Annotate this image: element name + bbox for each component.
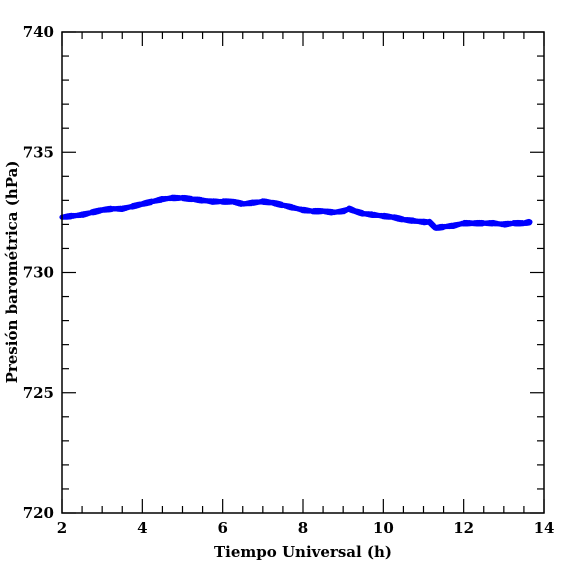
axis-ticks (61, 31, 545, 514)
y-tick-label: 730 (23, 264, 54, 282)
y-tick-label: 720 (23, 504, 54, 522)
y-axis-title: Presión barométrica (hPa) (3, 161, 21, 384)
x-tick-label: 2 (57, 519, 67, 537)
x-axis-title: Tiempo Universal (h) (214, 543, 392, 561)
tick-labels: 2 4 6 8 10 12 14 720 725 730 735 740 (23, 23, 555, 537)
y-tick-label: 740 (23, 23, 54, 41)
x-tick-label: 4 (137, 519, 147, 537)
y-tick-label: 735 (23, 143, 54, 161)
data-point (527, 219, 533, 225)
plot-frame (61, 31, 545, 514)
x-tick-label: 10 (373, 519, 394, 537)
y-tick-label: 725 (23, 384, 54, 402)
x-tick-label: 12 (453, 519, 474, 537)
data-points (59, 194, 533, 231)
x-tick-label: 6 (217, 519, 227, 537)
x-tick-label: 8 (298, 519, 308, 537)
x-tick-label: 14 (534, 519, 555, 537)
